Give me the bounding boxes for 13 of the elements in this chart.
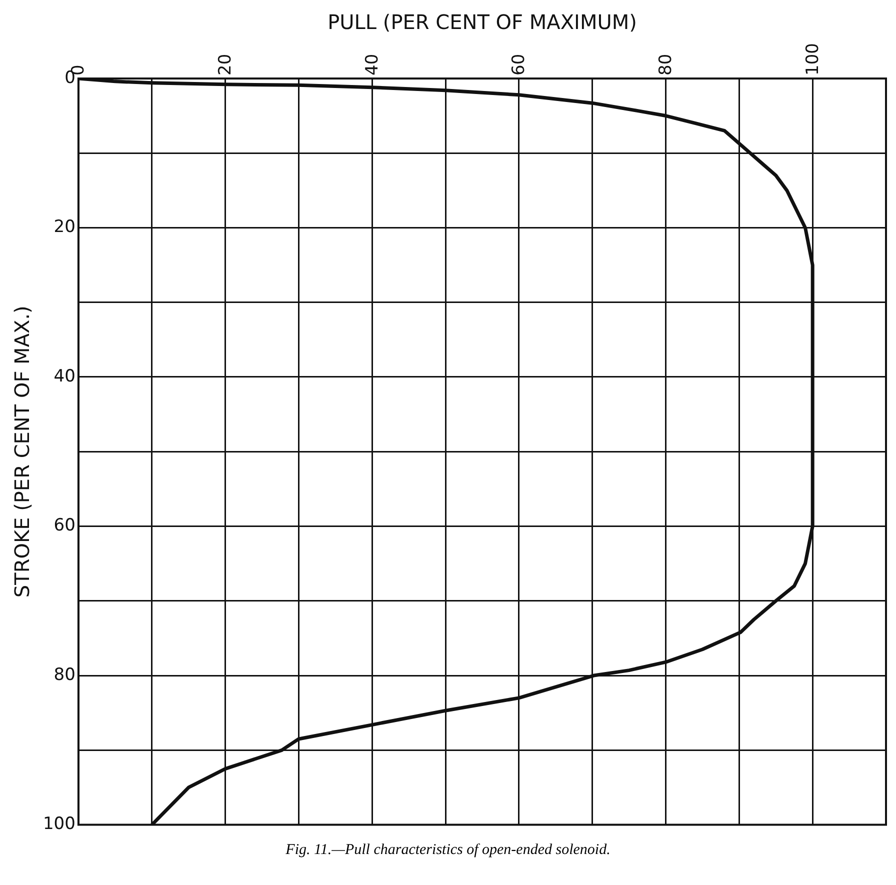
caption: Fig. 11.—Pull characteristics of open-ended solenoid.: [284, 842, 612, 859]
x-tick-label: 100: [802, 42, 823, 76]
x-tick-label: 40: [362, 54, 382, 76]
y-tick-label: 60: [54, 516, 76, 536]
y-tick-label: 100: [42, 814, 76, 834]
x-axis-title: PULL (PER CENT OF MAXIMUM): [328, 10, 637, 34]
y-tick-label: 40: [54, 366, 76, 386]
y-axis-title: STROKE (PER CENT OF MAX.): [10, 306, 34, 598]
x-tick-label: 20: [216, 54, 236, 76]
y-tick-label: 20: [54, 217, 76, 238]
x-tick-label: 80: [656, 54, 676, 76]
y-tick-label: 80: [54, 664, 76, 685]
x-tick-label: 60: [509, 54, 530, 76]
